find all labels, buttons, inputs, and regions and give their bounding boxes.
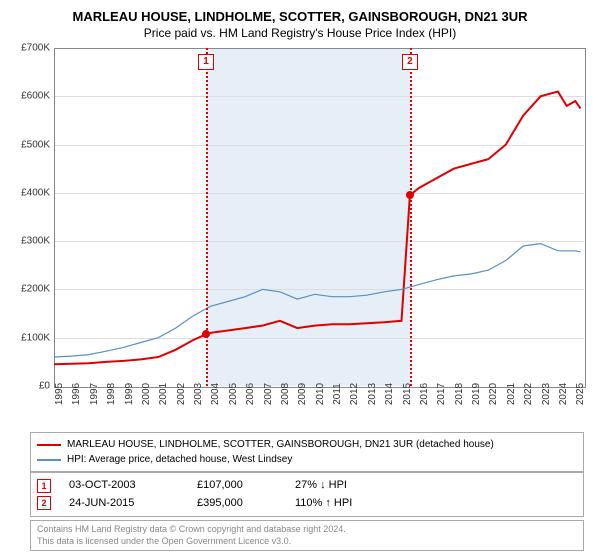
transaction-row: 2 24-JUN-2015 £395,000 110% ↑ HPI: [37, 495, 577, 513]
xtick-label: 2020: [488, 383, 499, 405]
legend-item: HPI: Average price, detached house, West…: [37, 452, 577, 467]
price-dot: [202, 330, 210, 338]
footer-line: This data is licensed under the Open Gov…: [37, 536, 577, 548]
tx-date: 03-OCT-2003: [69, 477, 179, 495]
xtick-label: 1999: [124, 383, 135, 405]
transaction-table: 1 03-OCT-2003 £107,000 27% ↓ HPI 2 24-JU…: [30, 472, 584, 517]
tx-marker: 1: [37, 479, 51, 493]
xtick-label: 2014: [384, 383, 395, 405]
event-marker-box: 1: [198, 54, 214, 70]
xtick-label: 1997: [89, 383, 100, 405]
xtick-label: 2022: [523, 383, 534, 405]
xtick-label: 2024: [558, 383, 569, 405]
ytick-label: £500K: [21, 139, 50, 150]
chart-title: MARLEAU HOUSE, LINDHOLME, SCOTTER, GAINS…: [0, 0, 600, 26]
chart-container: MARLEAU HOUSE, LINDHOLME, SCOTTER, GAINS…: [0, 0, 600, 560]
xtick-label: 2007: [263, 383, 274, 405]
xtick-label: 2015: [402, 383, 413, 405]
xtick-label: 2019: [471, 383, 482, 405]
xtick-label: 2013: [367, 383, 378, 405]
xtick-label: 2018: [454, 383, 465, 405]
tx-marker: 2: [37, 496, 51, 510]
legend-label: MARLEAU HOUSE, LINDHOLME, SCOTTER, GAINS…: [67, 437, 494, 452]
tx-pct: 110% ↑ HPI: [295, 495, 405, 513]
legend: MARLEAU HOUSE, LINDHOLME, SCOTTER, GAINS…: [30, 432, 584, 472]
xtick-label: 2017: [436, 383, 447, 405]
xtick-label: 2009: [297, 383, 308, 405]
tx-pct: 27% ↓ HPI: [295, 477, 405, 495]
xtick-label: 2023: [541, 383, 552, 405]
footer-line: Contains HM Land Registry data © Crown c…: [37, 524, 577, 536]
xtick-label: 2002: [176, 383, 187, 405]
ytick-label: £100K: [21, 332, 50, 343]
xtick-label: 2006: [245, 383, 256, 405]
line-series: [54, 48, 584, 386]
price-dot: [406, 191, 414, 199]
tx-price: £395,000: [197, 495, 277, 513]
xtick-label: 2021: [506, 383, 517, 405]
xtick-label: 2025: [575, 383, 586, 405]
ytick-label: £400K: [21, 187, 50, 198]
legend-swatch: [37, 459, 61, 461]
xtick-label: 1996: [71, 383, 82, 405]
xtick-label: 2011: [332, 383, 343, 405]
chart-subtitle: Price paid vs. HM Land Registry's House …: [0, 26, 600, 44]
legend-swatch: [37, 444, 61, 446]
xtick-label: 1998: [106, 383, 117, 405]
xtick-label: 2008: [280, 383, 291, 405]
xtick-label: 2001: [158, 383, 169, 405]
tx-date: 24-JUN-2015: [69, 495, 179, 513]
xtick-label: 1995: [54, 383, 65, 405]
xtick-label: 2005: [228, 383, 239, 405]
xtick-label: 2012: [349, 383, 360, 405]
xtick-label: 2010: [315, 383, 326, 405]
tx-price: £107,000: [197, 477, 277, 495]
legend-label: HPI: Average price, detached house, West…: [67, 452, 292, 467]
transaction-row: 1 03-OCT-2003 £107,000 27% ↓ HPI: [37, 477, 577, 495]
ytick-label: £200K: [21, 284, 50, 295]
ytick-label: £300K: [21, 236, 50, 247]
footer: Contains HM Land Registry data © Crown c…: [30, 520, 584, 551]
event-marker-box: 2: [402, 54, 418, 70]
xtick-label: 2003: [193, 383, 204, 405]
xtick-label: 2000: [141, 383, 152, 405]
xtick-label: 2016: [419, 383, 430, 405]
ytick-label: £0: [39, 381, 50, 392]
xtick-label: 2004: [210, 383, 221, 405]
ytick-label: £700K: [21, 43, 50, 54]
ytick-label: £600K: [21, 91, 50, 102]
legend-item: MARLEAU HOUSE, LINDHOLME, SCOTTER, GAINS…: [37, 437, 577, 452]
